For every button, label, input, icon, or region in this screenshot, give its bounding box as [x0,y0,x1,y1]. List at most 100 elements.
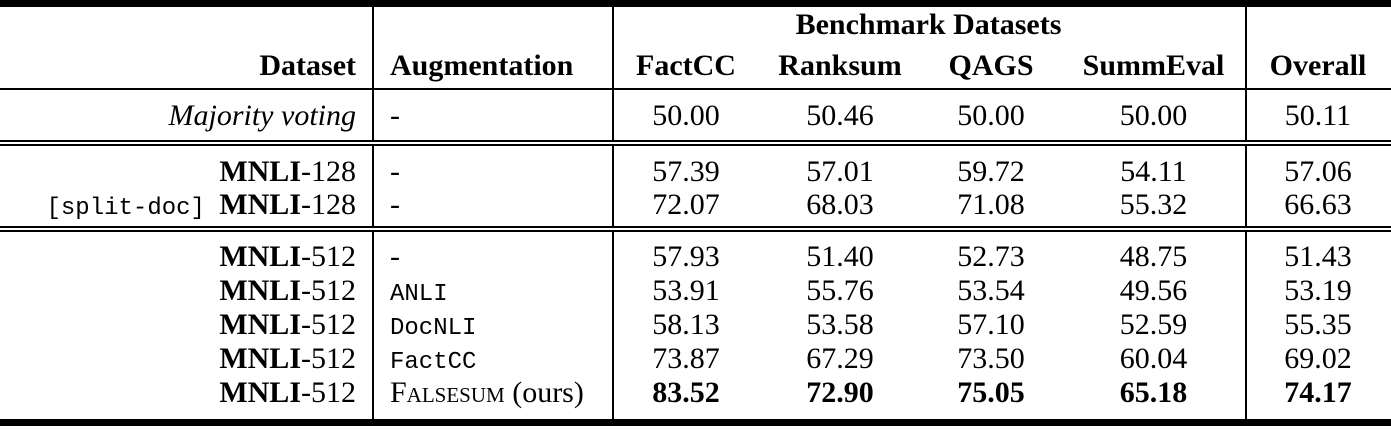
mnli-512-section: MNLI-512 - 57.93 51.40 52.73 48.75 51.43… [0,232,1391,419]
factcc-value: 57.93 [652,240,720,273]
factcc-value: 50.00 [652,99,720,132]
qags-value: 71.08 [957,188,1025,221]
table-header: Benchmark Datasets Dataset Augmentation … [0,7,1391,88]
table-bottom-rule [0,419,1391,426]
summeval-value: 52.59 [1119,308,1188,341]
dataset-cell: MNLI-512 [0,342,372,376]
column-header-dataset: Dataset [259,48,356,82]
table-row: Majority voting - 50.00 50.46 50.00 50.0… [0,90,1391,140]
ranksum-value: 53.58 [806,308,874,341]
augmentation-cell: ANLI [372,274,612,308]
augmentation-cell: FactCC [372,342,612,376]
dataset-cell: MNLI-512 [0,240,372,274]
ranksum-value: 51.40 [806,240,874,273]
factcc-value: 73.87 [652,342,720,375]
table-row: [split-doc] MNLI-128 - 72.07 68.03 71.08… [0,188,1391,222]
augmentation-cell: Falsesum (ours) [372,376,612,410]
qags-value: 53.54 [957,274,1025,307]
augmentation-cell: - [372,240,612,274]
column-header-qags: QAGS [948,48,1034,82]
dataset-label: MNLI [219,376,301,409]
benchmark-group-title: Benchmark Datasets [795,8,1062,41]
summeval-value: 48.75 [1119,240,1188,273]
vertical-rule [612,90,614,140]
dataset-label: MNLI [219,188,301,221]
dataset-suffix: -512 [301,376,356,409]
summeval-value: 60.04 [1119,342,1188,375]
ranksum-value: 57.01 [806,155,874,188]
dataset-suffix: -128 [301,155,356,188]
vertical-rule [372,146,374,226]
vertical-rule [372,7,374,88]
ranksum-value: 72.90 [806,376,874,409]
dataset-suffix: -512 [301,274,356,307]
overall-value: 66.63 [1284,188,1352,221]
overall-value: 57.06 [1284,155,1352,188]
table-row: MNLI-512 ANLI 53.91 55.76 53.54 49.56 53… [0,274,1391,308]
augmentation-cell: - [372,99,612,133]
dataset-cell: MNLI-512 [0,274,372,308]
qags-value: 50.00 [957,99,1025,132]
overall-value: 55.35 [1284,308,1352,341]
dataset-label: MNLI [219,240,301,273]
augmentation-label: - [390,99,400,132]
mnli-128-section: MNLI-128 - 57.39 57.01 59.72 54.11 57.06… [0,146,1391,226]
vertical-rule [1245,232,1247,419]
augmentation-label: - [390,155,400,188]
summeval-value: 55.32 [1119,188,1188,221]
dataset-label: MNLI [219,308,301,341]
vertical-rule [1245,90,1247,140]
dataset-cell: MNLI-512 [0,308,372,342]
augmentation-cell: - [372,188,612,222]
qags-value: 59.72 [957,155,1025,188]
dataset-cell: Majority voting [0,99,372,133]
table-row-falsesum: MNLI-512 Falsesum (ours) 83.52 72.90 75.… [0,376,1391,410]
dataset-suffix: -128 [301,188,356,221]
qags-value: 75.05 [957,376,1025,409]
overall-value: 74.17 [1284,376,1352,409]
dataset-label: MNLI [219,155,301,188]
dataset-prefix: [split-doc] [46,195,220,222]
factcc-value: 53.91 [652,274,720,307]
factcc-value: 58.13 [652,308,720,341]
qags-value: 57.10 [957,308,1025,341]
table-top-rule [0,0,1391,7]
augmentation-cell: DocNLI [372,308,612,342]
augmentation-label: Falsesum [390,376,505,409]
column-header-overall: Overall [1269,48,1367,82]
dataset-suffix: -512 [301,342,356,375]
factcc-value: 83.52 [652,376,720,409]
dataset-cell: MNLI-512 [0,376,372,410]
overall-value: 53.19 [1284,274,1352,307]
vertical-rule [612,232,614,419]
augmentation-label: FactCC [390,349,477,376]
factcc-value: 57.39 [652,155,720,188]
dataset-label: MNLI [219,342,301,375]
dataset-label: Majority voting [168,99,356,132]
vertical-rule [372,90,374,140]
table-row: MNLI-512 FactCC 73.87 67.29 73.50 60.04 … [0,342,1391,376]
factcc-value: 72.07 [652,188,720,221]
summeval-value: 50.00 [1119,99,1188,132]
dataset-label: MNLI [219,274,301,307]
section-rule [0,140,1391,146]
table-row: MNLI-128 - 57.39 57.01 59.72 54.11 57.06 [0,155,1391,188]
vertical-rule [1245,7,1247,88]
augmentation-label: ANLI [390,281,448,308]
ranksum-value: 67.29 [806,342,874,375]
summeval-value: 65.18 [1119,376,1188,409]
table-row: MNLI-512 - 57.93 51.40 52.73 48.75 51.43 [0,240,1391,274]
ranksum-value: 50.46 [806,99,874,132]
column-header-augmentation: Augmentation [390,48,574,82]
dataset-suffix: -512 [301,240,356,273]
augmentation-label: DocNLI [390,315,477,342]
vertical-rule [372,232,374,419]
augmentation-cell: - [372,155,612,189]
summeval-value: 49.56 [1119,274,1188,307]
vertical-rule [1245,146,1247,226]
header-rule [0,88,1391,90]
overall-value: 50.11 [1284,99,1352,132]
section-rule [0,226,1391,232]
augmentation-label: - [390,240,400,273]
